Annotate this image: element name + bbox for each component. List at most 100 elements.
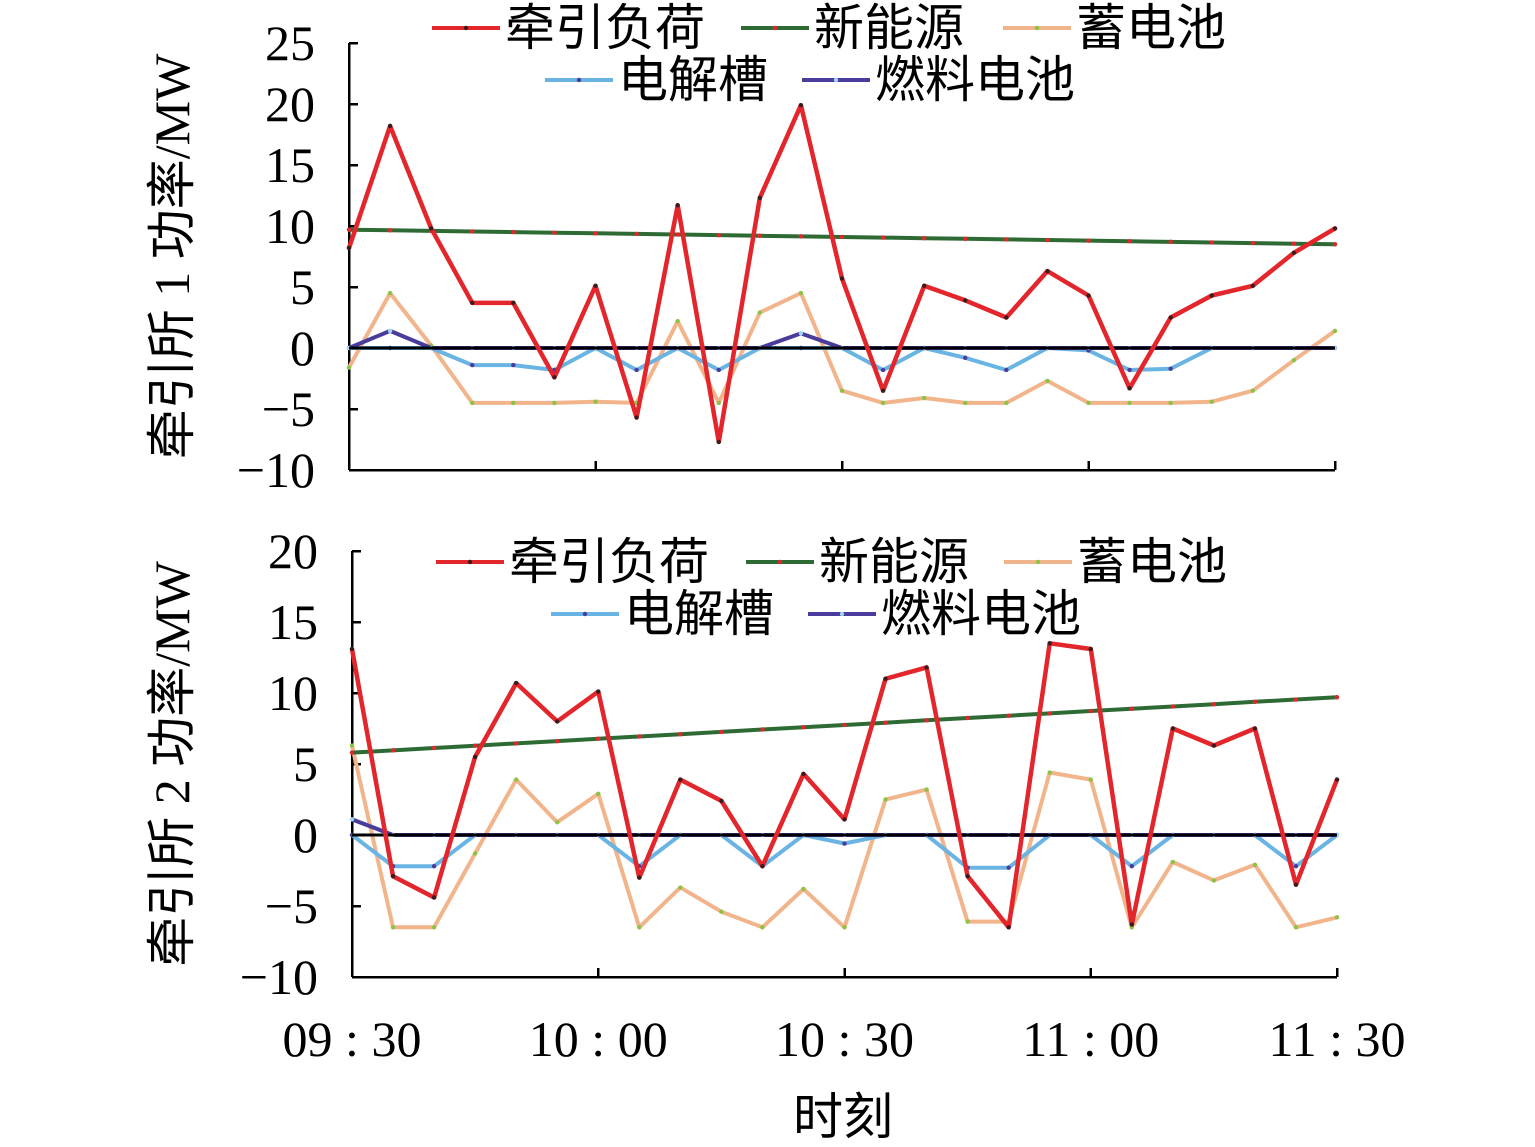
traction-load-point <box>842 817 847 822</box>
renewable-energy-point <box>880 235 886 240</box>
traction-load-point <box>1170 726 1176 731</box>
legend-label: 牵引负荷 <box>505 0 705 56</box>
traction-load-point <box>924 665 929 670</box>
battery-point <box>1291 358 1297 363</box>
renewable-energy-point <box>678 731 683 737</box>
y-tick-label: 20 <box>265 76 315 132</box>
renewable-energy-point <box>924 718 929 723</box>
legend-item-battery: 蓄电池 <box>1004 534 1227 590</box>
renewable-energy-point <box>1127 239 1132 244</box>
x-tick-label: 11 : 00 <box>1022 1011 1159 1067</box>
y-tick-label: −5 <box>265 878 318 934</box>
electrolyzer-point <box>880 367 886 373</box>
battery-point <box>431 925 437 930</box>
x-tick-label: 10 : 00 <box>529 1011 668 1067</box>
traction-load-point <box>593 283 598 288</box>
electrolyzer-point <box>716 367 721 373</box>
traction-load-point <box>1334 777 1340 782</box>
electrolyzer-line <box>350 833 1339 870</box>
battery-point <box>1293 925 1299 930</box>
traction-load-line <box>349 641 1340 930</box>
traction-load-point <box>678 777 683 782</box>
battery-point <box>719 909 724 914</box>
battery-point <box>593 399 598 404</box>
traction-load-point <box>428 226 434 231</box>
battery-point <box>1086 400 1091 406</box>
y-tick-label: −10 <box>240 949 318 1005</box>
battery-point <box>1004 400 1009 406</box>
renewable-energy-point <box>596 736 601 741</box>
traction-load-point <box>346 245 352 251</box>
renewable-energy-series <box>346 227 1338 247</box>
renewable-energy-point <box>470 229 475 234</box>
battery-point <box>921 395 927 401</box>
traction-load-point <box>719 798 724 804</box>
legend-marker <box>772 25 778 31</box>
fuel-cell-line <box>350 817 1339 837</box>
fuel-cell-point <box>349 817 355 822</box>
traction-load-point <box>1252 726 1258 731</box>
electrolyzer-point <box>470 362 475 368</box>
renewable-energy-point <box>431 745 437 751</box>
renewable-energy-point <box>1045 237 1050 243</box>
legend-item-fuel-cell: 燃料电池 <box>808 586 1081 642</box>
battery-point <box>555 820 560 825</box>
traction-load-point <box>757 195 763 201</box>
renewable-energy-point <box>842 722 847 728</box>
battery-point <box>1127 400 1132 406</box>
electrolyzer-point <box>431 864 437 869</box>
renewable-energy-point <box>1006 713 1011 718</box>
electrolyzer-series <box>349 832 1340 870</box>
x-tick-label: 11 : 30 <box>1268 1011 1405 1067</box>
traction-load-point <box>1293 882 1299 887</box>
y-tick-label: 0 <box>293 807 318 863</box>
battery-point <box>1045 378 1050 384</box>
traction-load-point <box>675 203 680 208</box>
traction-load-point <box>1006 925 1011 930</box>
legend-label: 蓄电池 <box>1077 534 1227 590</box>
battery-point <box>349 743 355 748</box>
traction-load-point <box>1127 386 1132 391</box>
traction-load-point <box>1047 641 1052 646</box>
battery-point <box>596 791 601 797</box>
x-tick-label: 09 : 30 <box>283 1011 422 1067</box>
legend-item-renewable-energy: 新能源 <box>741 0 964 56</box>
traction-load-point <box>801 771 806 777</box>
renewable-energy-point <box>1332 242 1338 247</box>
y-axis-title: 牵引所 2 功率/MW <box>144 560 200 966</box>
battery-point <box>390 925 396 930</box>
y-tick-label: 10 <box>265 198 315 254</box>
fuel-cell-point <box>798 331 804 336</box>
electrolyzer-point <box>1004 367 1009 373</box>
battery-point <box>1209 399 1214 404</box>
electrolyzer-point <box>842 841 847 846</box>
y-tick-label: 5 <box>293 736 318 792</box>
x-axis-title: 时刻 <box>793 1089 893 1145</box>
legend-item-traction-load: 牵引负荷 <box>436 534 709 590</box>
legend-item-electrolyzer: 电解槽 <box>551 586 774 642</box>
renewable-energy-point <box>1170 704 1176 709</box>
traction-load-point <box>431 895 437 900</box>
renewable-energy-point <box>1252 699 1258 705</box>
battery-point <box>1170 859 1176 865</box>
traction-load-point <box>798 103 804 108</box>
renewable-energy-point <box>1211 702 1217 707</box>
battery-series <box>349 743 1340 930</box>
legend-marker <box>467 559 473 565</box>
renewable-energy-point <box>1004 237 1009 242</box>
renewable-energy-point <box>921 236 927 241</box>
renewable-energy-point <box>1168 239 1173 245</box>
renewable-energy-point <box>716 232 721 238</box>
traction-load-point <box>552 375 557 380</box>
legend-label: 牵引负荷 <box>509 534 709 590</box>
battery-point <box>470 400 475 406</box>
legend-label: 电解槽 <box>618 52 768 108</box>
renewable-energy-point <box>346 227 352 232</box>
traction-load-point <box>921 283 927 288</box>
battery-point <box>346 365 352 370</box>
battery-point <box>965 919 970 924</box>
renewable-energy-point <box>555 738 560 744</box>
traction-load-series <box>346 102 1338 445</box>
renewable-energy-point <box>593 231 598 236</box>
